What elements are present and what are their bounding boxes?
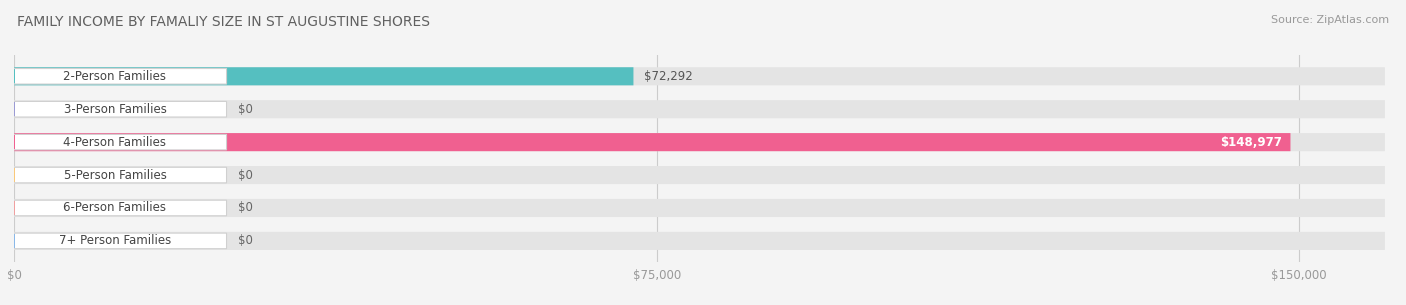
Text: $72,292: $72,292	[644, 70, 693, 83]
FancyBboxPatch shape	[14, 232, 1385, 250]
FancyBboxPatch shape	[14, 166, 1385, 184]
Text: 3-Person Families: 3-Person Families	[63, 103, 166, 116]
Text: 7+ Person Families: 7+ Person Families	[59, 235, 172, 247]
FancyBboxPatch shape	[14, 135, 226, 150]
Text: $0: $0	[238, 202, 253, 214]
FancyBboxPatch shape	[14, 199, 1385, 217]
Text: Source: ZipAtlas.com: Source: ZipAtlas.com	[1271, 15, 1389, 25]
Text: 2-Person Families: 2-Person Families	[63, 70, 166, 83]
FancyBboxPatch shape	[14, 100, 1385, 118]
FancyBboxPatch shape	[14, 167, 226, 183]
Text: 5-Person Families: 5-Person Families	[63, 169, 166, 181]
FancyBboxPatch shape	[14, 69, 226, 84]
FancyBboxPatch shape	[14, 133, 1291, 151]
FancyBboxPatch shape	[14, 133, 1385, 151]
Text: $0: $0	[238, 103, 253, 116]
Text: 4-Person Families: 4-Person Families	[63, 136, 166, 149]
Text: 6-Person Families: 6-Person Families	[63, 202, 166, 214]
FancyBboxPatch shape	[14, 233, 226, 249]
FancyBboxPatch shape	[14, 200, 226, 216]
FancyBboxPatch shape	[14, 67, 634, 85]
Text: $0: $0	[238, 169, 253, 181]
FancyBboxPatch shape	[14, 67, 1385, 85]
Text: FAMILY INCOME BY FAMALIY SIZE IN ST AUGUSTINE SHORES: FAMILY INCOME BY FAMALIY SIZE IN ST AUGU…	[17, 15, 430, 29]
FancyBboxPatch shape	[14, 102, 226, 117]
Text: $0: $0	[238, 235, 253, 247]
Text: $148,977: $148,977	[1220, 136, 1282, 149]
